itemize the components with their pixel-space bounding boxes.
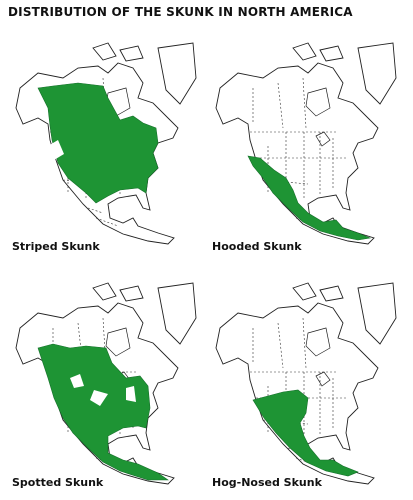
map-label: Hooded Skunk <box>212 240 302 253</box>
map-label: Striped Skunk <box>12 240 100 253</box>
map-label: Hog-Nosed Skunk <box>212 476 323 489</box>
title: DISTRIBUTION OF THE SKUNK IN NORTH AMERI… <box>8 5 353 19</box>
map-panel <box>215 42 397 245</box>
map-panel <box>15 42 197 245</box>
map-label: Spotted Skunk <box>12 476 104 489</box>
map-panel <box>15 282 197 485</box>
map-panel <box>215 282 397 485</box>
